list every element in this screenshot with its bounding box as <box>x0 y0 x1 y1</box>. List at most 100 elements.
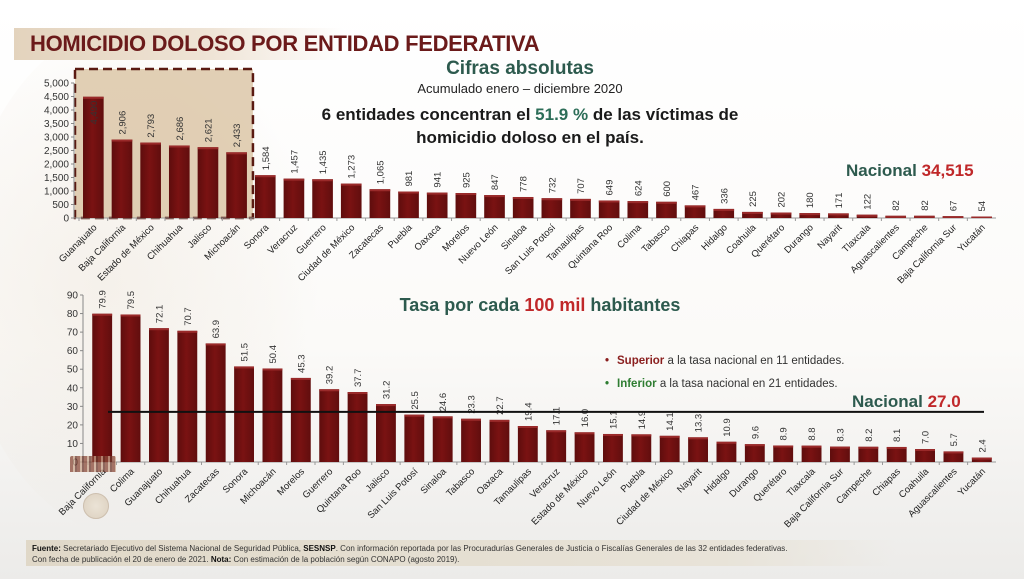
bar <box>801 445 822 462</box>
bar-top-highlight <box>744 444 765 447</box>
bar <box>684 205 706 218</box>
bar-top-highlight <box>376 404 396 407</box>
bar <box>742 211 763 218</box>
bar <box>376 404 396 462</box>
bar-top-highlight <box>254 175 276 178</box>
y-tick-label: 5,000 <box>44 79 69 90</box>
bar-value-label: 180 <box>805 192 816 208</box>
bar-top-highlight <box>770 212 792 215</box>
bar-value-label: 8.3 <box>835 428 846 441</box>
bar <box>773 445 794 462</box>
bar-value-label: 202 <box>777 192 788 208</box>
y-tick-label: 30 <box>67 402 79 413</box>
y-tick-label: 4,000 <box>44 106 69 117</box>
bar-value-label: 7.0 <box>921 431 932 444</box>
bar-value-label: 31.2 <box>381 381 392 400</box>
bar <box>512 196 534 218</box>
y-tick-label: 50 <box>67 365 79 376</box>
bar-value-label: 981 <box>404 171 415 187</box>
bar-value-label: 707 <box>576 178 587 194</box>
bar-value-label: 10.9 <box>722 418 733 437</box>
people-illustration <box>70 456 116 472</box>
bar-top-highlight <box>369 189 391 192</box>
bar <box>140 142 161 218</box>
bar-top-highlight <box>656 201 677 204</box>
bar-value-label: 2,793 <box>146 114 157 138</box>
category-label: Tabasco <box>640 222 673 255</box>
bar <box>290 377 311 462</box>
category-label: San Luis Potosí <box>366 466 421 521</box>
bar <box>205 343 226 462</box>
y-tick-label: 0 <box>63 214 69 225</box>
bar-value-label: 1,065 <box>375 160 386 184</box>
bar <box>484 195 505 218</box>
y-tick-label: 3,000 <box>44 133 69 144</box>
bar-top-highlight <box>149 328 169 331</box>
bar <box>432 416 453 462</box>
bar-top-highlight <box>830 446 850 449</box>
bar-top-highlight <box>426 192 448 195</box>
chart1-statement: 6 entidades concentran el 51.9 % de las … <box>290 103 770 149</box>
bar <box>404 414 425 462</box>
bar-top-highlight <box>684 205 706 208</box>
bar-top-highlight <box>828 213 849 216</box>
bar-top-highlight <box>234 366 254 369</box>
category-label: Nayarit <box>675 466 704 495</box>
category-label: Tabasco <box>444 466 477 499</box>
bar <box>716 441 737 462</box>
bar-value-label: 624 <box>633 180 644 196</box>
bar <box>627 201 649 218</box>
bar-value-label: 39.2 <box>325 366 336 385</box>
highlight-box <box>73 67 255 220</box>
bar-top-highlight <box>83 96 104 99</box>
bar <box>149 328 169 462</box>
category-label: Yucatán <box>956 466 988 498</box>
bar-value-label: 50.4 <box>268 345 279 364</box>
source-footer: Fuente: Secretariado Ejecutivo del Siste… <box>26 540 896 566</box>
bar-value-label: 79.9 <box>98 290 109 309</box>
bar-top-highlight <box>541 198 563 201</box>
bar-top-highlight <box>197 147 219 150</box>
bar <box>713 208 735 218</box>
chart1-period: Acumulado enero – diciembre 2020 <box>417 81 623 96</box>
y-tick-label: 1,500 <box>44 173 69 184</box>
bar-value-label: 54 <box>977 201 988 212</box>
bar-top-highlight <box>886 446 907 449</box>
bar-value-label: 17.1 <box>552 407 563 426</box>
bar-top-highlight <box>858 446 879 449</box>
bar-top-highlight <box>517 426 538 429</box>
bar-value-label: 13.3 <box>694 414 705 433</box>
bar-value-label: 1,273 <box>347 155 358 179</box>
y-tick-label: 1,000 <box>44 187 69 198</box>
bar-value-label: 14.1 <box>665 412 676 431</box>
bar-value-label: 8.1 <box>892 429 903 442</box>
bar-value-label: 600 <box>662 181 673 197</box>
bar-value-label: 2,906 <box>117 111 128 135</box>
bar-top-highlight <box>688 437 708 440</box>
bar <box>283 178 305 218</box>
y-tick-label: 2,500 <box>44 146 69 157</box>
bar-value-label: 82 <box>920 200 931 211</box>
bar-top-highlight <box>484 195 505 198</box>
statement-highlight: 51.9 % <box>535 105 589 124</box>
bar-top-highlight <box>598 200 620 203</box>
bar-value-label: 22.7 <box>495 396 506 415</box>
bar-top-highlight <box>742 211 763 214</box>
bar-top-highlight <box>404 414 425 417</box>
bar <box>943 451 964 462</box>
category-label: Puebla <box>386 222 415 251</box>
bar-top-highlight <box>92 313 113 316</box>
bar-top-highlight <box>226 152 247 155</box>
bar <box>120 314 141 462</box>
bar <box>369 189 391 218</box>
note-text: Con estimación de la población según CON… <box>231 555 460 564</box>
bar-value-label: 25.5 <box>410 391 421 410</box>
source-acronym: SESNSP <box>303 544 336 553</box>
bar-top-highlight <box>856 214 878 217</box>
y-tick-label: 60 <box>67 346 79 357</box>
y-tick-label: 2,000 <box>44 160 69 171</box>
bar-value-label: 14.9 <box>637 411 648 430</box>
bar-value-label: 67 <box>949 201 960 212</box>
category-label: Oaxaca <box>412 222 443 253</box>
bar-top-highlight <box>627 201 649 204</box>
